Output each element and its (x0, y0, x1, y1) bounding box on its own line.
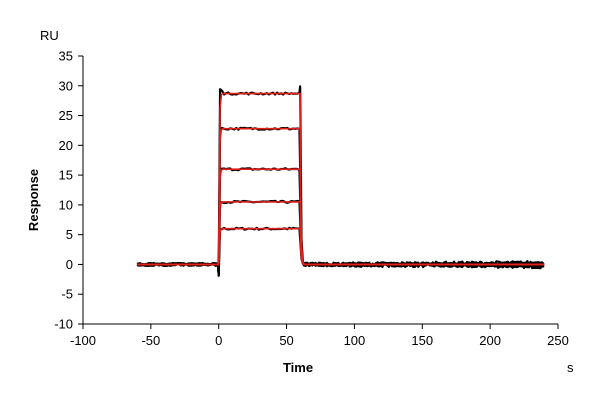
y-tick-label: 30 (59, 78, 73, 93)
y-tick-label: -5 (61, 287, 73, 302)
axes (78, 55, 559, 329)
y-tick-label: -10 (54, 317, 73, 332)
fit-curve-5 (137, 92, 545, 266)
x-tick-label: 100 (344, 333, 366, 348)
x-tick-label: -100 (70, 333, 96, 348)
x-tick-label: 150 (411, 333, 433, 348)
fit-curve-2 (137, 201, 545, 266)
fit-curve-3 (137, 168, 545, 266)
y-axis-unit: RU (40, 28, 59, 43)
x-tick-label: 0 (215, 333, 222, 348)
x-tick-label: -50 (141, 333, 160, 348)
y-tick-label: 5 (66, 227, 73, 242)
measured-trace-4 (137, 126, 545, 277)
x-axis-title: Time (283, 360, 313, 375)
measured-trace-3 (136, 167, 544, 276)
y-tick-label: 15 (59, 168, 73, 183)
fit-curve-4 (137, 127, 545, 266)
y-tick-label: 10 (59, 197, 73, 212)
series-layer (136, 85, 545, 277)
x-tick-label: 200 (479, 333, 501, 348)
x-tick-label: 50 (279, 333, 293, 348)
measured-trace-5 (136, 85, 545, 277)
y-tick-label: 20 (59, 138, 73, 153)
fit-curve-1 (137, 227, 545, 266)
y-tick-label: 0 (66, 257, 73, 272)
y-tick-label: 35 (59, 49, 73, 64)
y-axis-title: Response (26, 169, 41, 231)
y-tick-label: 25 (59, 108, 73, 123)
x-axis-unit: s (567, 360, 574, 375)
x-tick-label: 250 (547, 333, 569, 348)
